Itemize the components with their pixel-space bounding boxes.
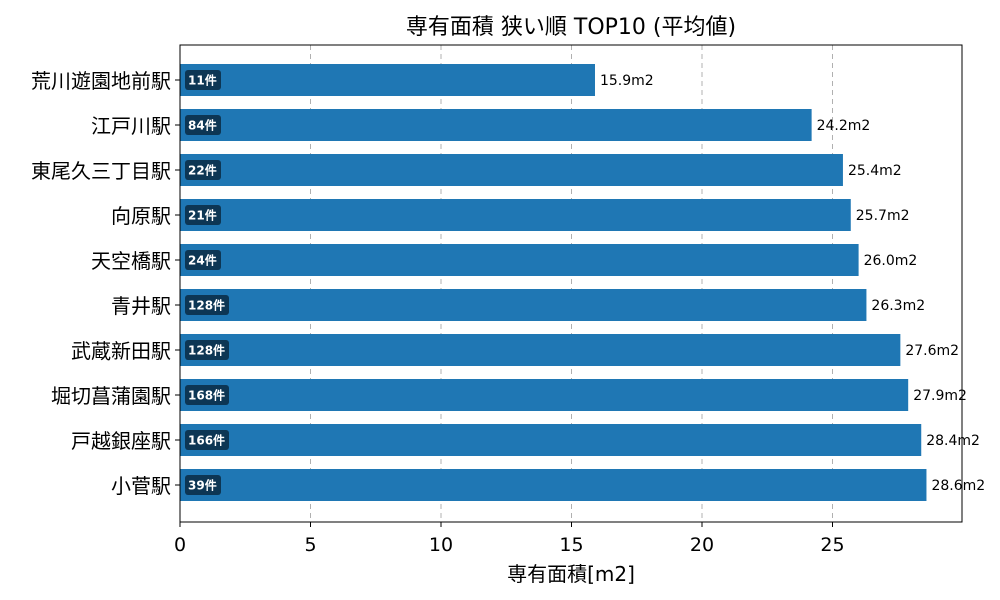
bar [180,289,867,321]
count-label: 22件 [188,163,217,178]
value-label: 26.0m2 [864,253,918,269]
x-tick-label-10: 10 [429,534,453,556]
value-label: 15.9m2 [600,73,654,89]
bars: 荒川遊園地前駅 11件 15.9m2 江戸川駅 84件 24.2m2 東尾久三丁目駅 22件 2… [31,64,985,501]
value-label: 28.4m2 [926,433,980,449]
bar-group: 戸越銀座駅 166件 28.4m2 [71,424,980,456]
count-badge [185,475,221,495]
x-tick-label-20: 20 [690,534,714,556]
value-label: 24.2m2 [817,118,871,134]
bar [180,109,812,141]
bar [180,334,901,366]
count-label: 39件 [188,478,217,493]
category-label: 戸越銀座駅 [71,429,171,453]
value-label: 27.6m2 [905,343,959,359]
count-badge [185,250,221,270]
count-label: 11件 [188,73,217,88]
category-label: 江戸川駅 [91,114,171,138]
count-label: 24件 [188,253,217,268]
bar [180,154,843,186]
count-badge [185,70,221,90]
bar [180,244,859,276]
x-axis-label: 専有面積[m2] [507,562,635,586]
category-label: 武蔵新田駅 [71,339,171,363]
bar [180,379,909,411]
value-label: 25.7m2 [856,208,910,224]
count-label: 168件 [188,388,225,403]
bar-group: 堀切菖蒲園駅 168件 27.9m2 [51,379,967,411]
bar-group: 天空橋駅 24件 26.0m2 [91,244,917,276]
count-badge [185,205,221,225]
x-tick-label-5: 5 [304,534,316,556]
value-label: 26.3m2 [871,298,925,314]
category-label: 青井駅 [111,294,171,318]
bar [180,199,851,231]
count-label: 128件 [188,298,225,313]
bar-group: 向原駅 21件 25.7m2 [111,199,909,231]
count-badge [185,385,229,405]
count-label: 166件 [188,433,225,448]
bar-group: 青井駅 128件 26.3m2 [111,289,925,321]
bar [180,469,927,501]
bar [180,424,922,456]
bar-group: 東尾久三丁目駅 22件 25.4m2 [31,154,902,186]
count-label: 128件 [188,343,225,358]
category-label: 荒川遊園地前駅 [31,69,171,93]
bar-group: 武蔵新田駅 128件 27.6m2 [71,334,959,366]
bar-group: 小菅駅 39件 28.6m2 [111,469,985,501]
count-badge [185,295,229,315]
category-label: 東尾久三丁目駅 [31,159,171,183]
count-label: 84件 [188,118,217,133]
x-tick-label-25: 25 [820,534,844,556]
count-badge [185,430,229,450]
count-badge [185,160,221,180]
category-label: 天空橋駅 [91,249,171,273]
count-label: 21件 [188,208,217,223]
x-tick-label-15: 15 [559,534,583,556]
x-tick-label-0: 0 [174,534,186,556]
value-label: 25.4m2 [848,163,902,179]
bar [180,64,595,96]
value-label: 27.9m2 [913,388,967,404]
category-label: 小菅駅 [111,474,171,498]
bar-group: 江戸川駅 84件 24.2m2 [91,109,870,141]
bar-group: 荒川遊園地前駅 11件 15.9m2 [31,64,654,96]
category-label: 堀切菖蒲園駅 [51,384,171,408]
chart-title: 専有面積 狭い順 TOP10 (平均値) [406,15,736,40]
count-badge [185,340,229,360]
count-badge [185,115,221,135]
category-label: 向原駅 [111,204,171,228]
value-label: 28.6m2 [931,478,985,494]
x-axis-ticks: 0 5 10 15 20 25 [174,522,845,556]
